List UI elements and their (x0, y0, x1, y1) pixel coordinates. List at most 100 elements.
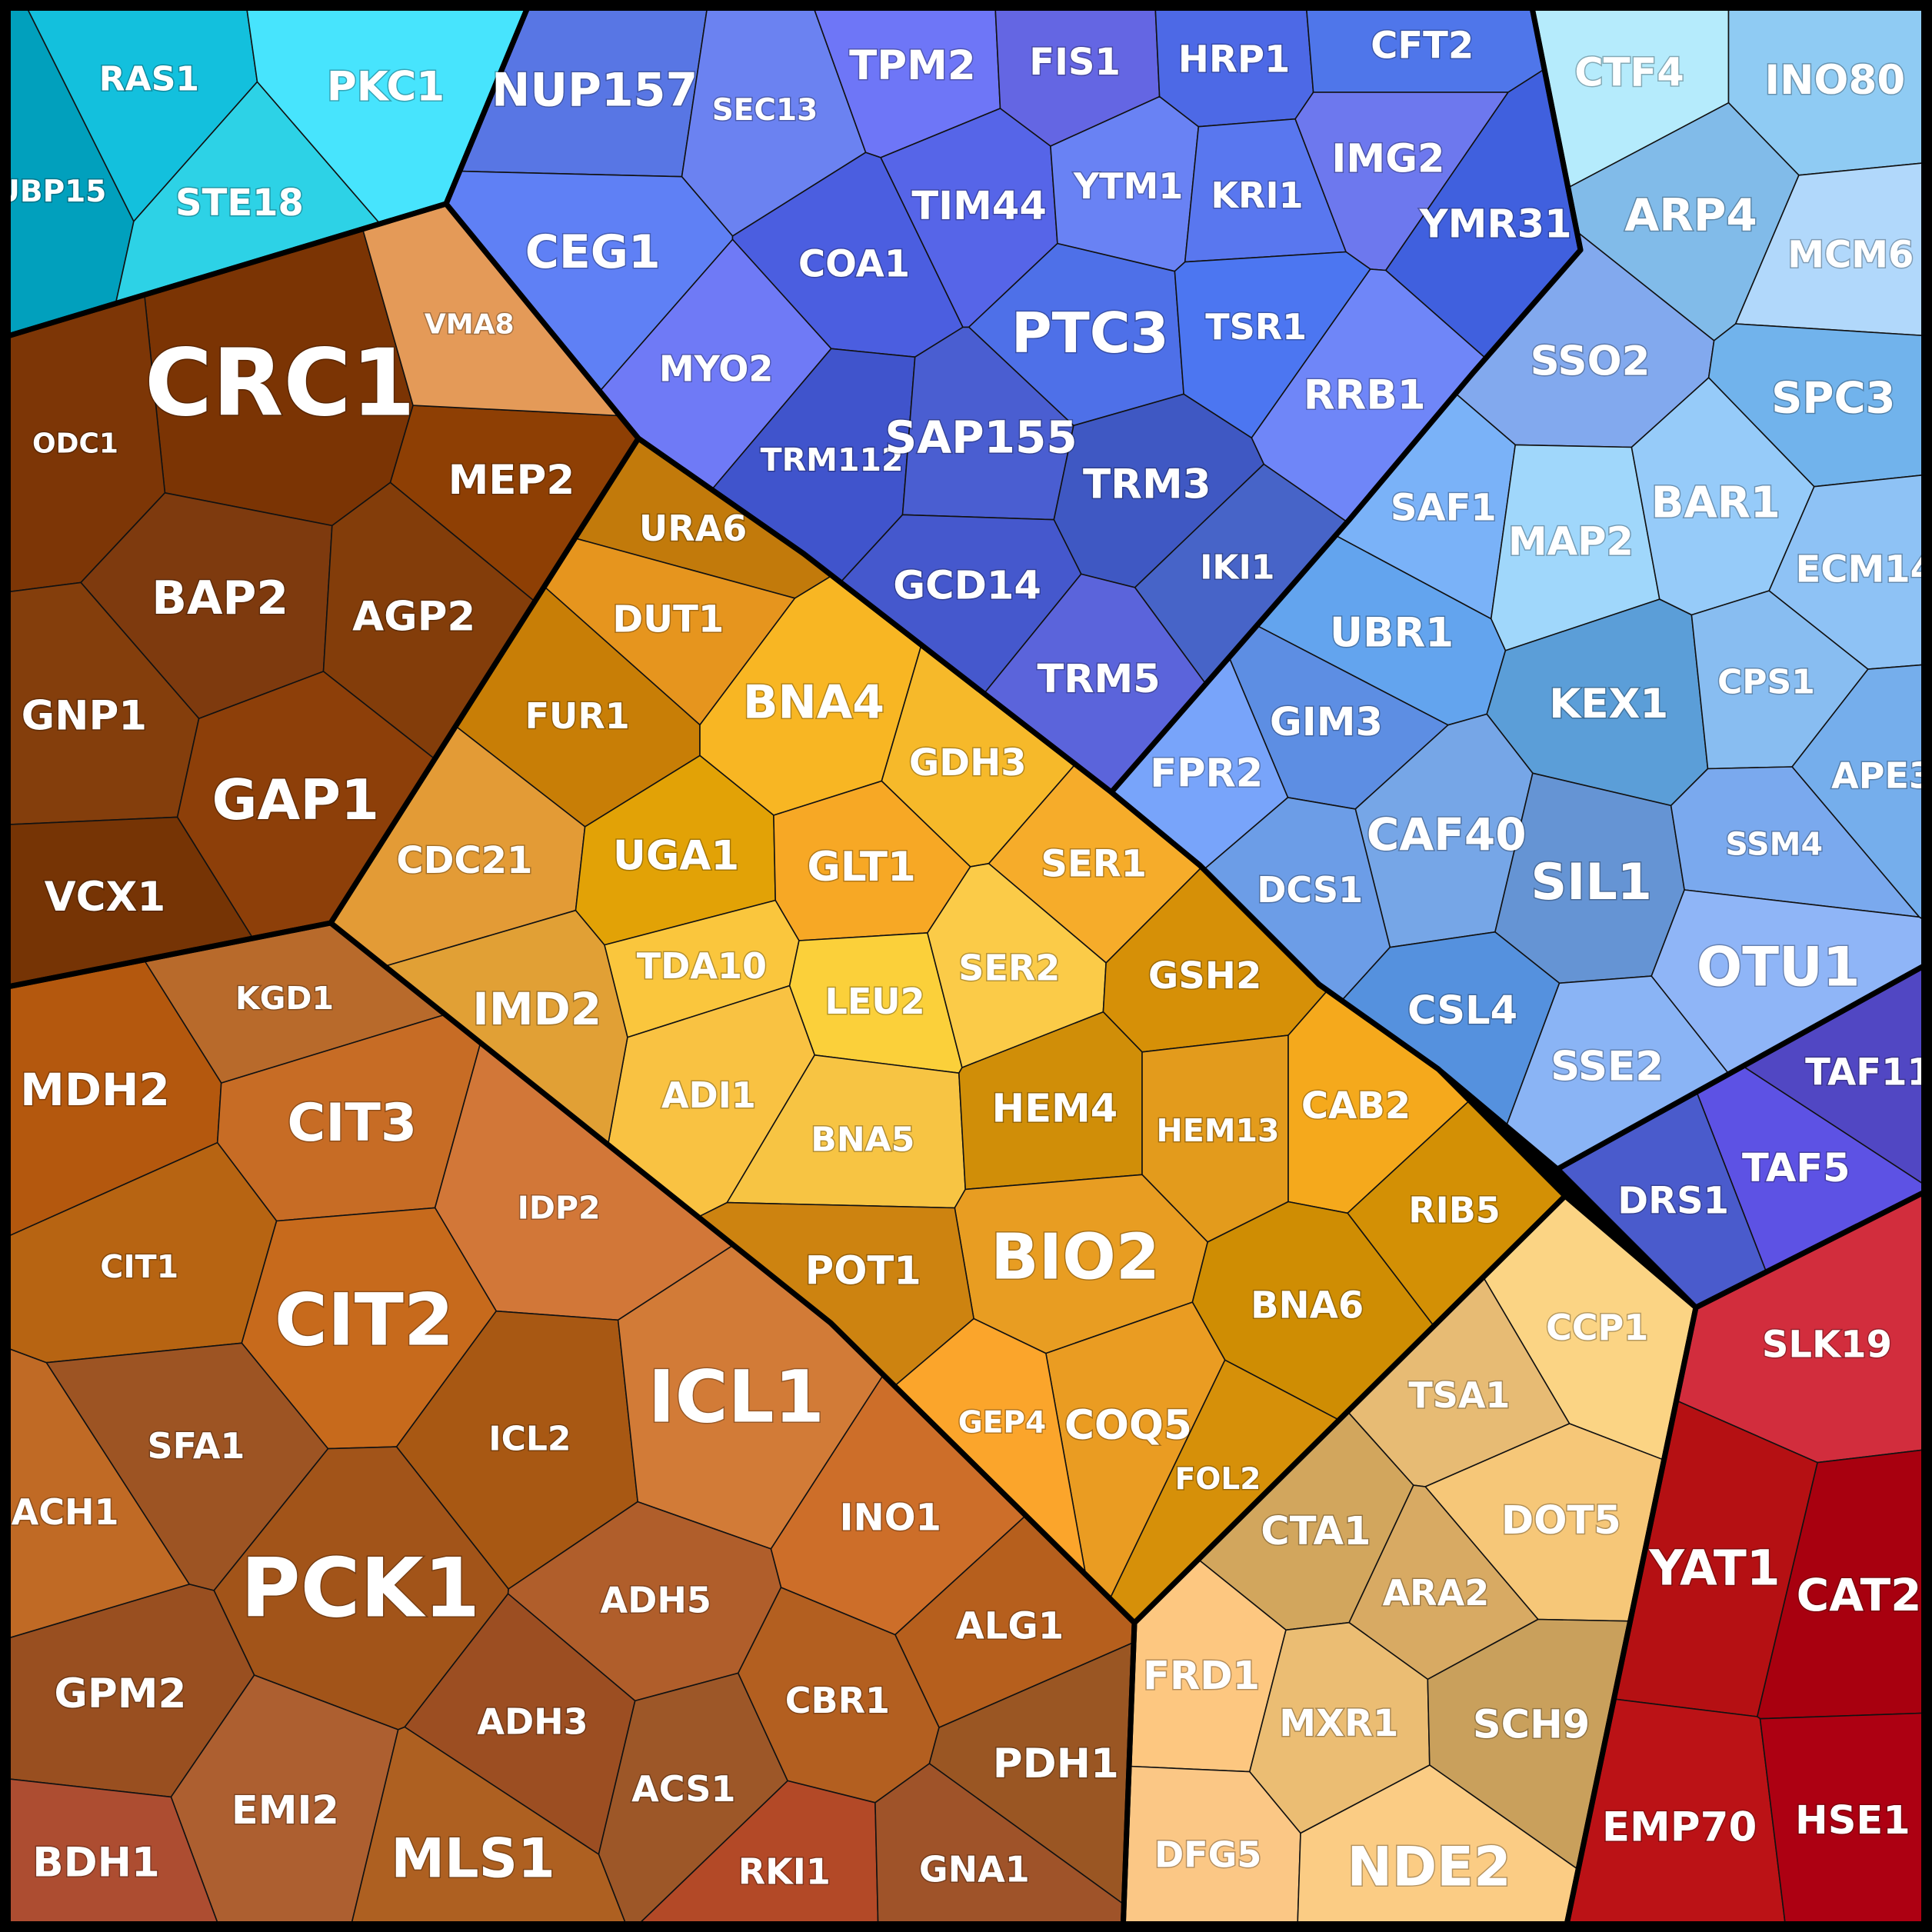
label-ura6: URA6 (639, 508, 747, 549)
label-cbr1: CBR1 (785, 1680, 890, 1721)
label-bdh1: BDH1 (32, 1840, 160, 1887)
cell-bdh1 (0, 1777, 222, 1932)
label-kgd1: KGD1 (235, 980, 334, 1017)
label-ecm14: ECM14 (1796, 548, 1932, 591)
label-coq5: COQ5 (1064, 1402, 1192, 1449)
label-cdc21: CDC21 (396, 839, 532, 882)
label-hse1: HSE1 (1795, 1798, 1910, 1844)
label-ptc3: PTC3 (1011, 301, 1169, 365)
group-boundary-8 (1554, 958, 1932, 1311)
label-bna6: BNA6 (1251, 1284, 1364, 1327)
label-ubp15: UBP15 (0, 175, 106, 209)
label-gnp1: GNP1 (22, 693, 148, 740)
label-caf40: CAF40 (1367, 808, 1527, 861)
label-mcm6: MCM6 (1787, 233, 1914, 276)
label-cab2: CAB2 (1301, 1084, 1411, 1128)
label-vma8: VMA8 (425, 308, 515, 340)
label-emi2: EMI2 (232, 1788, 339, 1834)
label-fpr2: FPR2 (1150, 751, 1263, 796)
label-bna4: BNA4 (743, 676, 884, 730)
label-kex1: KEX1 (1549, 681, 1668, 728)
label-cit2: CIT2 (275, 1279, 455, 1363)
label-gep4: GEP4 (958, 1405, 1046, 1440)
label-kri1: KRI1 (1211, 175, 1303, 216)
label-imd2: IMD2 (472, 983, 601, 1035)
label-yat1: YAT1 (1648, 1540, 1780, 1596)
label-hem4: HEM4 (992, 1087, 1118, 1132)
label-uga1: UGA1 (613, 833, 739, 880)
label-pkc1: PKC1 (327, 63, 445, 110)
label-sec13: SEC13 (712, 93, 818, 128)
label-adh3: ADH3 (477, 1701, 588, 1743)
label-acs1: ACS1 (631, 1768, 735, 1810)
label-agp2: AGP2 (352, 594, 475, 641)
label-cat2: CAT2 (1797, 1569, 1922, 1621)
label-cta1: CTA1 (1261, 1509, 1371, 1554)
label-emp70: EMP70 (1602, 1804, 1757, 1851)
label-hem13: HEM13 (1156, 1112, 1279, 1149)
label-bna5: BNA5 (811, 1121, 914, 1160)
label-sap155: SAP155 (884, 411, 1077, 464)
label-tda10: TDA10 (637, 945, 767, 987)
label-ser2: SER2 (958, 947, 1060, 988)
label-pck1: PCK1 (241, 1541, 480, 1636)
label-leu2: LEU2 (825, 981, 925, 1022)
label-ino1: INO1 (840, 1497, 941, 1540)
label-rib5: RIB5 (1408, 1190, 1501, 1231)
label-cft2: CFT2 (1371, 24, 1474, 67)
label-spc3: SPC3 (1771, 373, 1895, 423)
label-ssm4: SSM4 (1725, 825, 1823, 862)
label-gna1: GNA1 (919, 1848, 1030, 1890)
label-adh5: ADH5 (601, 1580, 711, 1621)
label-ser1: SER1 (1041, 842, 1147, 885)
label-drs1: DRS1 (1617, 1180, 1729, 1223)
label-cit1: CIT1 (100, 1248, 178, 1285)
label-ach1: ACH1 (12, 1491, 119, 1533)
label-tsa1: TSA1 (1408, 1374, 1510, 1416)
label-bar1: BAR1 (1651, 478, 1780, 528)
label-otu1: OTU1 (1697, 936, 1860, 999)
label-sch9: SCH9 (1473, 1703, 1590, 1748)
label-rrb1: RRB1 (1304, 371, 1426, 418)
label-ymr31: YMR31 (1419, 202, 1572, 248)
label-myo2: MYO2 (659, 348, 774, 389)
label-idp2: IDP2 (518, 1190, 601, 1227)
label-gsh2: GSH2 (1148, 954, 1262, 998)
label-ytm1: YTM1 (1073, 165, 1183, 207)
label-dot5: DOT5 (1501, 1498, 1621, 1544)
label-mdh2: MDH2 (20, 1064, 170, 1116)
label-tim44: TIM44 (911, 184, 1047, 229)
cell-hse1 (1759, 1712, 1932, 1932)
label-pdh1: PDH1 (993, 1740, 1119, 1787)
label-slk19: SLK19 (1762, 1324, 1892, 1367)
label-ape3: APE3 (1831, 754, 1932, 796)
cell-mls1 (348, 1726, 630, 1932)
label-cit3: CIT3 (287, 1093, 417, 1154)
label-tsr1: TSR1 (1205, 306, 1307, 348)
label-nde2: NDE2 (1347, 1836, 1511, 1899)
label-ceg1: CEG1 (525, 225, 661, 279)
label-cps1: CPS1 (1717, 662, 1815, 701)
label-pot1: POT1 (805, 1249, 921, 1294)
label-gap1: GAP1 (212, 768, 379, 832)
label-sfa1: SFA1 (148, 1425, 245, 1467)
label-fis1: FIS1 (1029, 41, 1121, 84)
label-glt1: GLT1 (807, 844, 916, 891)
label-csl4: CSL4 (1407, 988, 1517, 1034)
label-trm112: TRM112 (761, 441, 904, 478)
label-ras1: RAS1 (99, 59, 199, 98)
label-trm3: TRM3 (1083, 461, 1211, 508)
label-map2: MAP2 (1508, 520, 1634, 565)
label-sse2: SSE2 (1551, 1043, 1664, 1090)
label-ino80: INO80 (1764, 57, 1905, 104)
label-tpm2: TPM2 (849, 42, 976, 89)
label-taf11: TAF11 (1805, 1051, 1932, 1094)
label-adi1: ADI1 (661, 1074, 756, 1116)
label-sil1: SIL1 (1531, 854, 1652, 911)
label-odc1: ODC1 (32, 428, 118, 460)
label-icl1: ICL1 (648, 1355, 824, 1439)
label-mep2: MEP2 (448, 457, 575, 504)
